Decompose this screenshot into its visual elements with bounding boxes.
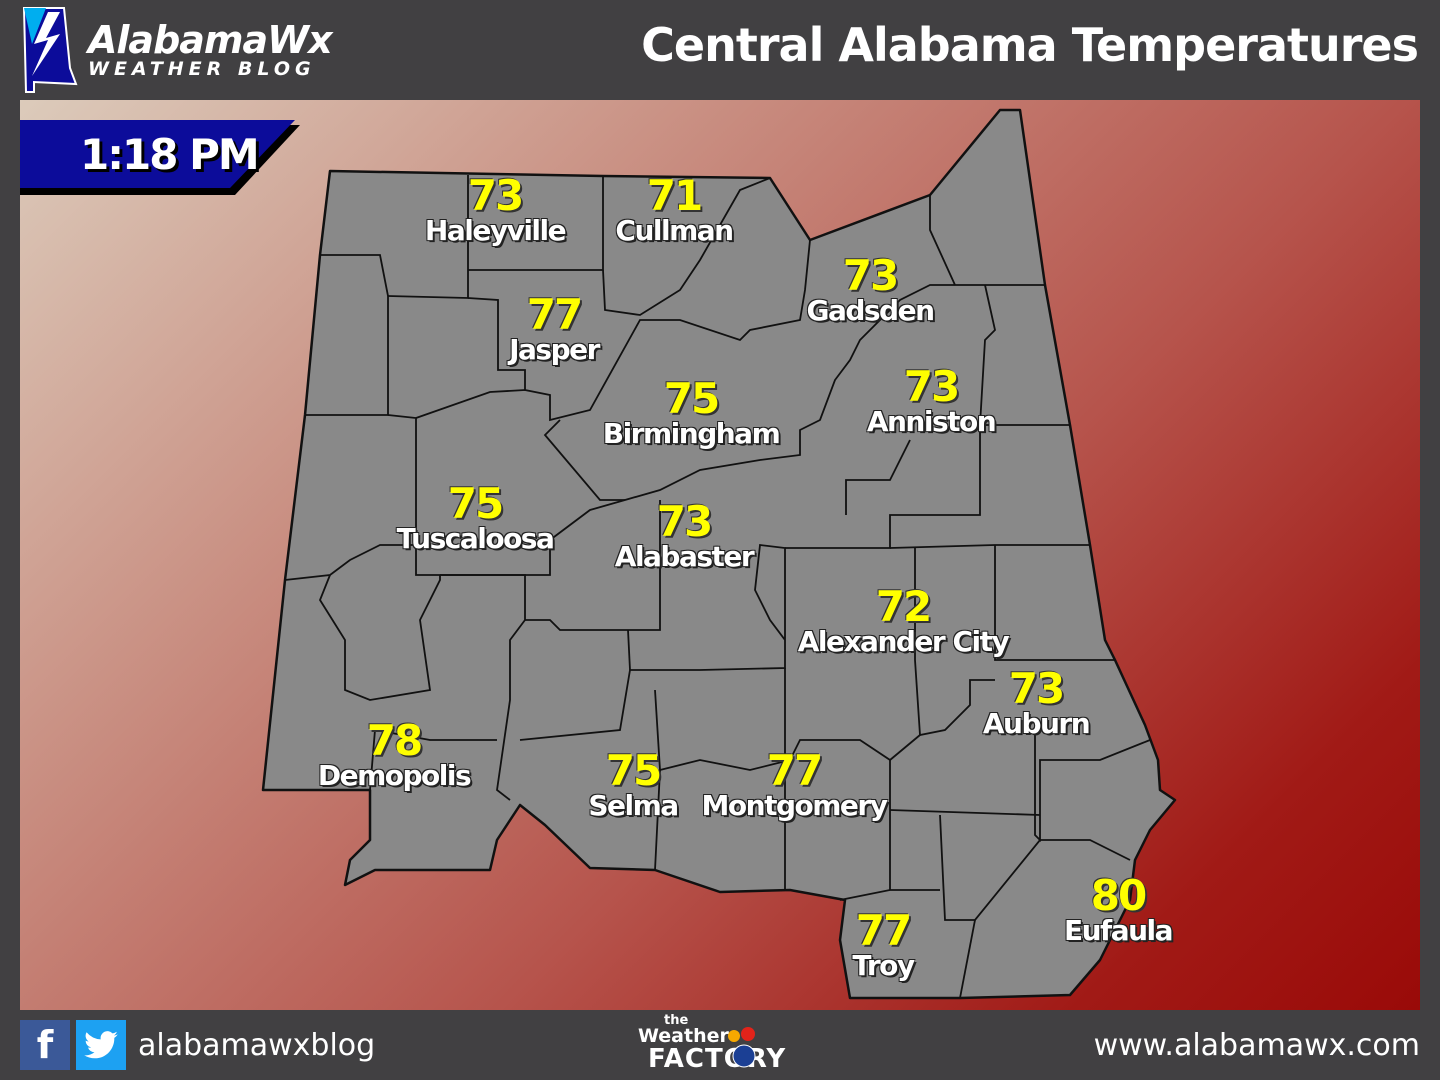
logo-subtitle: WEATHER BLOG	[88, 58, 316, 80]
station-demopolis: 78 Demopolis	[317, 716, 472, 792]
station-alabaster: 73 Alabaster	[614, 497, 755, 573]
station-anniston: 73 Anniston	[866, 362, 997, 438]
station-alexander-city: 72 Alexander City	[797, 582, 1010, 658]
facebook-icon[interactable]: f	[20, 1020, 70, 1070]
website-link[interactable]: www.alabamawx.com	[1093, 1028, 1420, 1063]
alabama-lightning-logo-icon	[22, 7, 78, 93]
time-banner	[20, 120, 300, 195]
gears-icon	[728, 1027, 756, 1068]
logo-title: AlabamaWx	[88, 18, 333, 62]
page-title: Central Alabama Temperatures	[641, 18, 1419, 72]
county-lines	[284, 175, 1151, 999]
station-eufaula: 80 Eufaula	[1063, 871, 1174, 947]
station-birmingham: 75 Birmingham	[602, 374, 781, 450]
station-haleyville: 73 Haleyville	[424, 171, 567, 247]
station-selma: 75 Selma	[588, 746, 679, 822]
social-handle[interactable]: alabamawxblog	[138, 1028, 376, 1063]
station-jasper: 77 Jasper	[509, 290, 600, 366]
station-auburn: 73 Auburn	[982, 664, 1091, 740]
station-gadsden: 73 Gadsden	[806, 251, 935, 327]
station-tuscaloosa: 75 Tuscaloosa	[396, 479, 555, 555]
station-troy: 77 Troy	[852, 906, 915, 982]
twitter-icon[interactable]	[76, 1020, 126, 1070]
station-cullman: 71 Cullman	[615, 171, 734, 247]
station-montgomery: 77 Montgomery	[701, 746, 888, 822]
time-label: 1:18 PM	[80, 130, 260, 179]
weather-factory-logo: the Weather FACTORY	[638, 1013, 787, 1074]
